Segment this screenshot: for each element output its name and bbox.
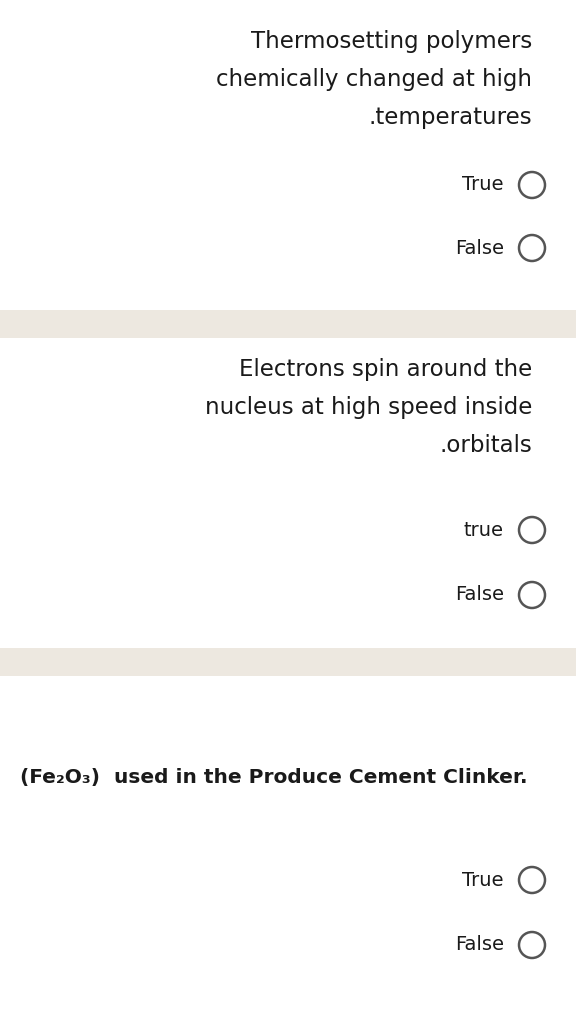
- Text: (Fe₂O₃)  used in the Produce Cement Clinker.: (Fe₂O₃) used in the Produce Cement Clink…: [20, 768, 528, 787]
- Text: Thermosetting polymers: Thermosetting polymers: [251, 30, 532, 53]
- Bar: [0, 648, 576, 677]
- Bar: [0, 310, 576, 338]
- Text: .temperatures: .temperatures: [369, 106, 532, 130]
- Text: False: False: [455, 238, 504, 258]
- Text: nucleus at high speed inside: nucleus at high speed inside: [204, 396, 532, 419]
- Text: Electrons spin around the: Electrons spin around the: [238, 358, 532, 381]
- Text: False: False: [455, 585, 504, 604]
- Text: False: False: [455, 936, 504, 954]
- Text: True: True: [463, 175, 504, 195]
- Text: True: True: [463, 870, 504, 890]
- Text: true: true: [464, 520, 504, 540]
- Text: chemically changed at high: chemically changed at high: [216, 68, 532, 91]
- Text: .orbitals: .orbitals: [439, 434, 532, 457]
